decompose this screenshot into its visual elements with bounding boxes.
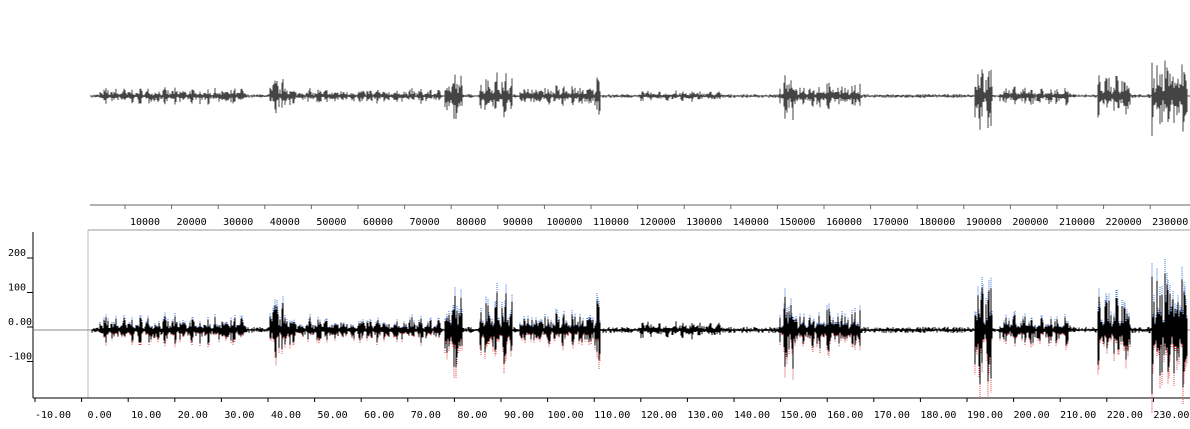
top-tick-label: 230000 <box>1152 217 1188 228</box>
top-tick-label: 30000 <box>223 217 253 228</box>
x-tick-label: 90.00 <box>504 410 534 421</box>
x-tick-label: 70.00 <box>411 410 441 421</box>
y-tick-label: 0.00 <box>8 317 32 328</box>
top-tick-label: 180000 <box>919 217 955 228</box>
x-tick-label: 100.00 <box>548 410 584 421</box>
y-tick-label: 100 <box>8 283 26 294</box>
peak-blue <box>99 259 1188 329</box>
x-tick-label: 200.00 <box>1014 410 1050 421</box>
top-tick-label: 210000 <box>1059 217 1095 228</box>
top-tick-label: 50000 <box>316 217 346 228</box>
top-tick-label: 190000 <box>966 217 1002 228</box>
top-tick-label: 60000 <box>363 217 393 228</box>
x-tick-label: 60.00 <box>364 410 394 421</box>
x-tick-label: 40.00 <box>271 410 301 421</box>
top-tick-label: 20000 <box>177 217 207 228</box>
top-tick-label: 170000 <box>873 217 909 228</box>
top-tick-label: 120000 <box>640 217 676 228</box>
x-tick-label: 120.00 <box>641 410 677 421</box>
x-tick-label: 30.00 <box>224 410 254 421</box>
top-tick-label: 150000 <box>779 217 815 228</box>
x-tick-label: 20.00 <box>178 410 208 421</box>
x-tick-label: 180.00 <box>920 410 956 421</box>
x-tick-label: 170.00 <box>874 410 910 421</box>
x-tick-label: 190.00 <box>967 410 1003 421</box>
x-tick-label: 50.00 <box>318 410 348 421</box>
x-tick-label: 140.00 <box>734 410 770 421</box>
top-tick-label: 110000 <box>593 217 629 228</box>
x-tick-label: 160.00 <box>827 410 863 421</box>
waveforms <box>91 60 1188 413</box>
top-tick-label: 70000 <box>410 217 440 228</box>
x-tick-label: 210.00 <box>1060 410 1096 421</box>
top-tick-label: 200000 <box>1012 217 1048 228</box>
x-tick-label: 230.00 <box>1153 410 1189 421</box>
x-tick-label: 0.00 <box>88 410 112 421</box>
top-tick-label: 80000 <box>456 217 486 228</box>
top-tick-label: 160000 <box>826 217 862 228</box>
top-tick-label: 220000 <box>1106 217 1142 228</box>
x-tick-label: 130.00 <box>687 410 723 421</box>
x-tick-label: -10.00 <box>35 410 71 421</box>
bottom-waveform <box>91 273 1188 394</box>
top-tick-label: 90000 <box>503 217 533 228</box>
x-tick-label: 110.00 <box>594 410 630 421</box>
top-tick-label: 100000 <box>546 217 582 228</box>
x-tick-label: 10.00 <box>131 410 161 421</box>
top-waveform <box>91 60 1188 136</box>
y-tick-label: 200 <box>8 248 26 259</box>
top-tick-label: 140000 <box>733 217 769 228</box>
x-tick-label: 80.00 <box>457 410 487 421</box>
peak-red <box>99 332 1188 413</box>
top-tick-label: 130000 <box>686 217 722 228</box>
x-tick-label: 150.00 <box>781 410 817 421</box>
y-tick-label: -100 <box>8 352 32 363</box>
top-tick-label: 10000 <box>130 217 160 228</box>
top-tick-label: 40000 <box>270 217 300 228</box>
x-tick-label: 220.00 <box>1107 410 1143 421</box>
